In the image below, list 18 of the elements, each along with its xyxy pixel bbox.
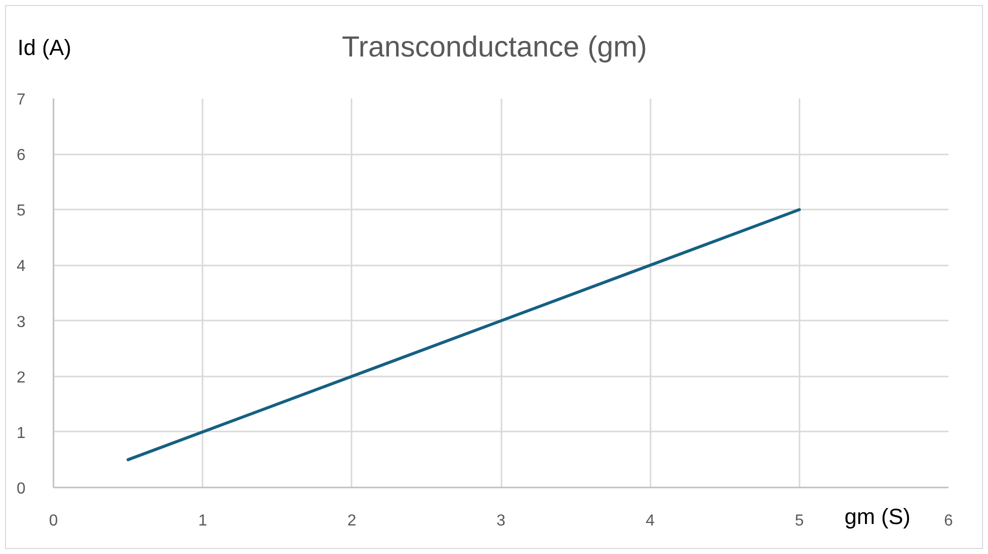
x-tick-label: 1 [198, 512, 208, 530]
x-tick-label: 4 [646, 512, 655, 530]
y-tick-label: 0 [16, 480, 26, 498]
x-tick-label: 6 [944, 512, 954, 530]
x-tick-label: 0 [49, 512, 58, 530]
y-tick-label: 4 [16, 258, 26, 276]
chart-title: Transconductance (gm) [342, 32, 648, 64]
y-tick-label: 2 [16, 369, 26, 386]
y-tick-label: 1 [16, 424, 26, 442]
y-tick-label: 6 [16, 147, 26, 164]
x-tick-label: 5 [794, 512, 804, 530]
x-tick-label: 2 [347, 512, 356, 530]
y-tick-label: 5 [16, 202, 26, 220]
x-axis-title: gm (S) [844, 504, 910, 529]
x-tick-label: 3 [496, 512, 506, 530]
y-tick-label: 3 [16, 314, 26, 331]
y-tick-label: 7 [16, 92, 26, 108]
y-axis-title: Id (A) [18, 35, 72, 60]
